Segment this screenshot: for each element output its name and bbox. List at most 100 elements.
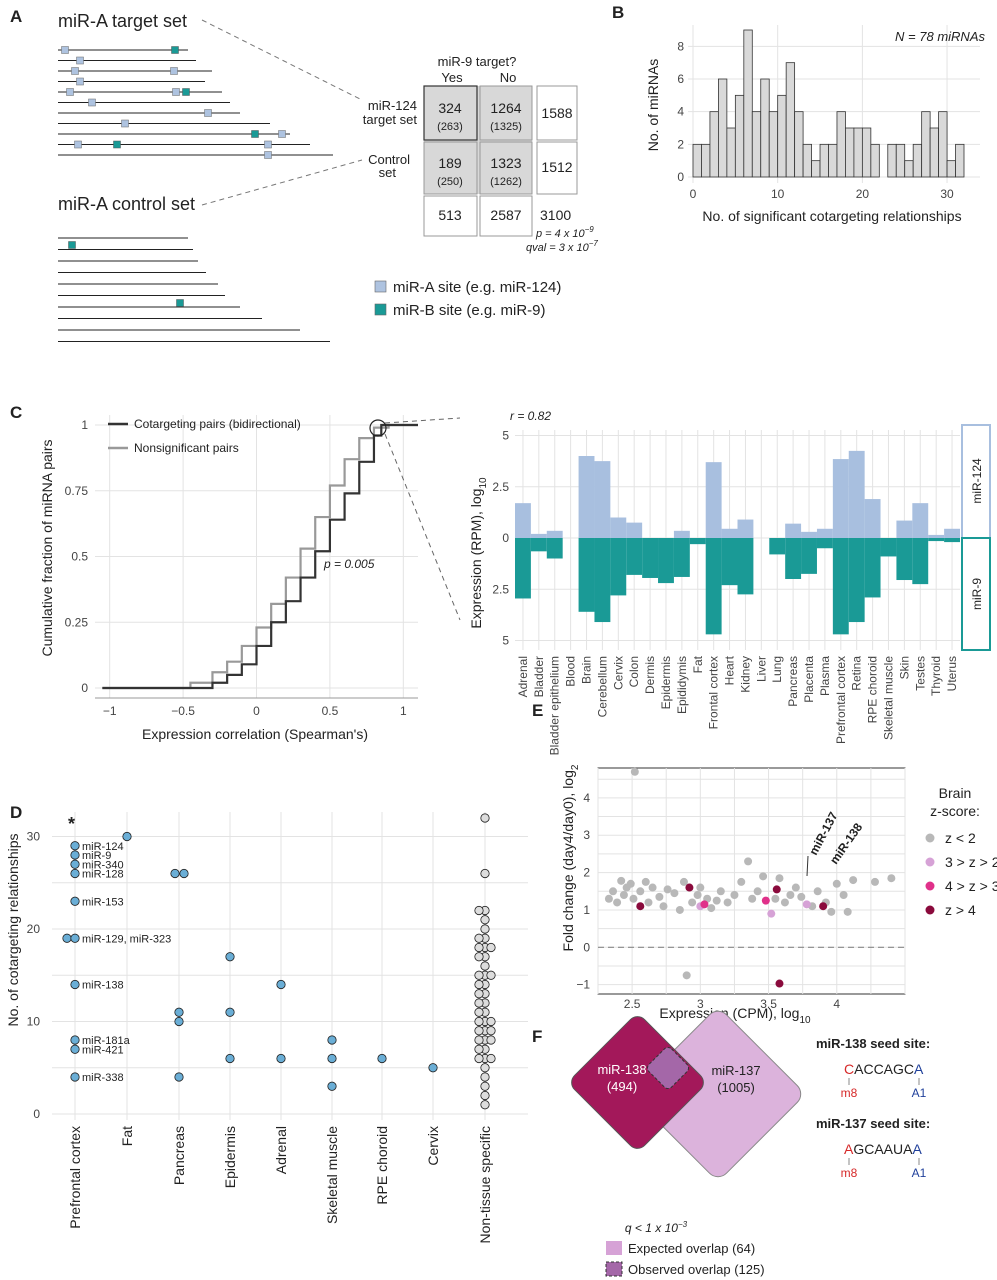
value-r2-no: 1323 — [490, 155, 521, 171]
t-bar-mir9 — [578, 538, 595, 612]
t-xtick: Kidney — [738, 656, 752, 693]
d-point — [70, 868, 80, 879]
value-r2-yes-expected: (250) — [437, 176, 463, 188]
venn-left-name: miR-138 — [597, 1062, 646, 1077]
e-point — [663, 885, 672, 894]
panel-label-e: E — [532, 701, 543, 720]
t-bar-mir124 — [546, 530, 563, 538]
t-bar-mir9 — [737, 538, 754, 595]
c-legend2: Nonsignificant pairs — [134, 441, 239, 455]
d-point — [70, 896, 80, 906]
d-nonspecific-point — [474, 1044, 484, 1054]
t-bar-mir124 — [737, 519, 754, 538]
col-yes: Yes — [441, 70, 463, 85]
t-ytick: 5 — [502, 429, 509, 443]
e-legend-label: 4 > z > 3 — [945, 878, 997, 894]
d-point — [327, 1035, 337, 1045]
b-bar — [946, 160, 956, 178]
panel-label-f: F — [532, 1027, 542, 1046]
d-nonspecific-point — [480, 915, 490, 925]
b-xtick: 10 — [771, 187, 785, 201]
b-bar — [794, 111, 804, 178]
t-xtick: Cerebellum — [595, 656, 609, 717]
mir9-box-label: miR-9 — [970, 578, 984, 610]
e-point — [655, 892, 664, 901]
e-point — [670, 889, 679, 898]
d-xtick: Skeletal muscle — [324, 1126, 340, 1224]
b-bar — [853, 127, 863, 178]
t-ytick: 5 — [502, 634, 509, 648]
seed137-title: miR-137 seed site: — [816, 1116, 930, 1131]
e-legend-label: 3 > z > 2 — [945, 854, 997, 870]
b-bar — [819, 143, 829, 178]
e-point — [685, 883, 694, 892]
d-star: * — [68, 814, 75, 834]
d-point — [225, 1053, 235, 1064]
value-col-yes-total: 513 — [438, 207, 462, 223]
t-bar-mir9 — [912, 538, 929, 585]
control-set-lines — [58, 237, 330, 342]
panel-label-d: D — [10, 803, 22, 822]
e-leader-137 — [806, 855, 809, 877]
c-ylabel: Cumulative fraction of miRNA pairs — [39, 439, 55, 656]
e-legend-title-2: z-score: — [930, 803, 980, 819]
t-xtick: Frontal cortex — [707, 656, 721, 729]
d-point-label: miR-181a — [82, 1035, 131, 1047]
site-b-marker — [182, 88, 190, 96]
t-xtick: Adrenal — [516, 656, 530, 697]
t-bar-mir9 — [626, 538, 643, 575]
seed138-m8: m8 — [841, 1086, 858, 1100]
t-xtick: Fat — [691, 655, 705, 673]
c-series-line — [102, 423, 418, 690]
control-set-title: miR-A control set — [58, 194, 195, 214]
d-nonspecific-point — [486, 942, 496, 953]
d-nonspecific-point — [474, 998, 484, 1008]
b-bar — [938, 111, 948, 178]
d-nonspecific-point — [480, 813, 490, 823]
d-xtick: Cervix — [425, 1126, 441, 1166]
c-xtick: 0 — [253, 704, 260, 718]
venn-left-count: (494) — [607, 1079, 637, 1094]
e-point — [675, 905, 684, 914]
e-point — [630, 767, 639, 776]
site-b-marker — [251, 130, 259, 138]
b-xtick: 30 — [940, 187, 954, 201]
legend-site-b-swatch — [374, 303, 387, 316]
t-bar-mir124 — [610, 517, 627, 538]
c-series-line — [102, 423, 418, 690]
d-point — [70, 933, 80, 943]
value-col-no-total: 2587 — [490, 207, 521, 223]
e-point — [761, 896, 770, 905]
b-bar — [743, 29, 753, 178]
t-bar-mir124 — [801, 531, 817, 538]
venn-right-name: miR-137 — [711, 1063, 760, 1078]
t-ytick: 2.5 — [492, 582, 509, 596]
d-nonspecific-point — [474, 1035, 484, 1045]
d-nonspecific-point — [474, 1007, 484, 1017]
d-nonspecific-point — [474, 1026, 484, 1036]
b-bar — [726, 127, 736, 178]
e-point — [730, 891, 739, 900]
e-point — [802, 900, 811, 909]
site-a-marker — [264, 140, 272, 149]
q-value-text: qval = 3 x 10−7 — [526, 239, 598, 254]
c-xlabel: Expression correlation (Spearman's) — [142, 726, 368, 742]
t-bar-mir124 — [944, 528, 960, 538]
d-point-label: miR-421 — [82, 1044, 124, 1056]
e-ytick: 4 — [583, 791, 590, 805]
d-point — [122, 831, 132, 842]
d-point — [428, 1063, 438, 1073]
seed137-a1: A1 — [912, 1166, 927, 1180]
d-nonspecific-point — [480, 1072, 490, 1082]
d-nonspecific-point — [480, 924, 490, 934]
d-point — [174, 1072, 184, 1082]
value-r2-yes: 189 — [438, 155, 462, 171]
site-a-marker — [121, 119, 129, 128]
t-bar-mir9 — [896, 538, 913, 581]
c-ytick: 1 — [81, 418, 88, 432]
value-r1-yes-expected: (263) — [437, 121, 463, 133]
t-xtick: Pancreas — [786, 656, 800, 707]
e-point — [636, 902, 645, 911]
e-point — [609, 887, 618, 896]
d-point — [276, 979, 286, 990]
